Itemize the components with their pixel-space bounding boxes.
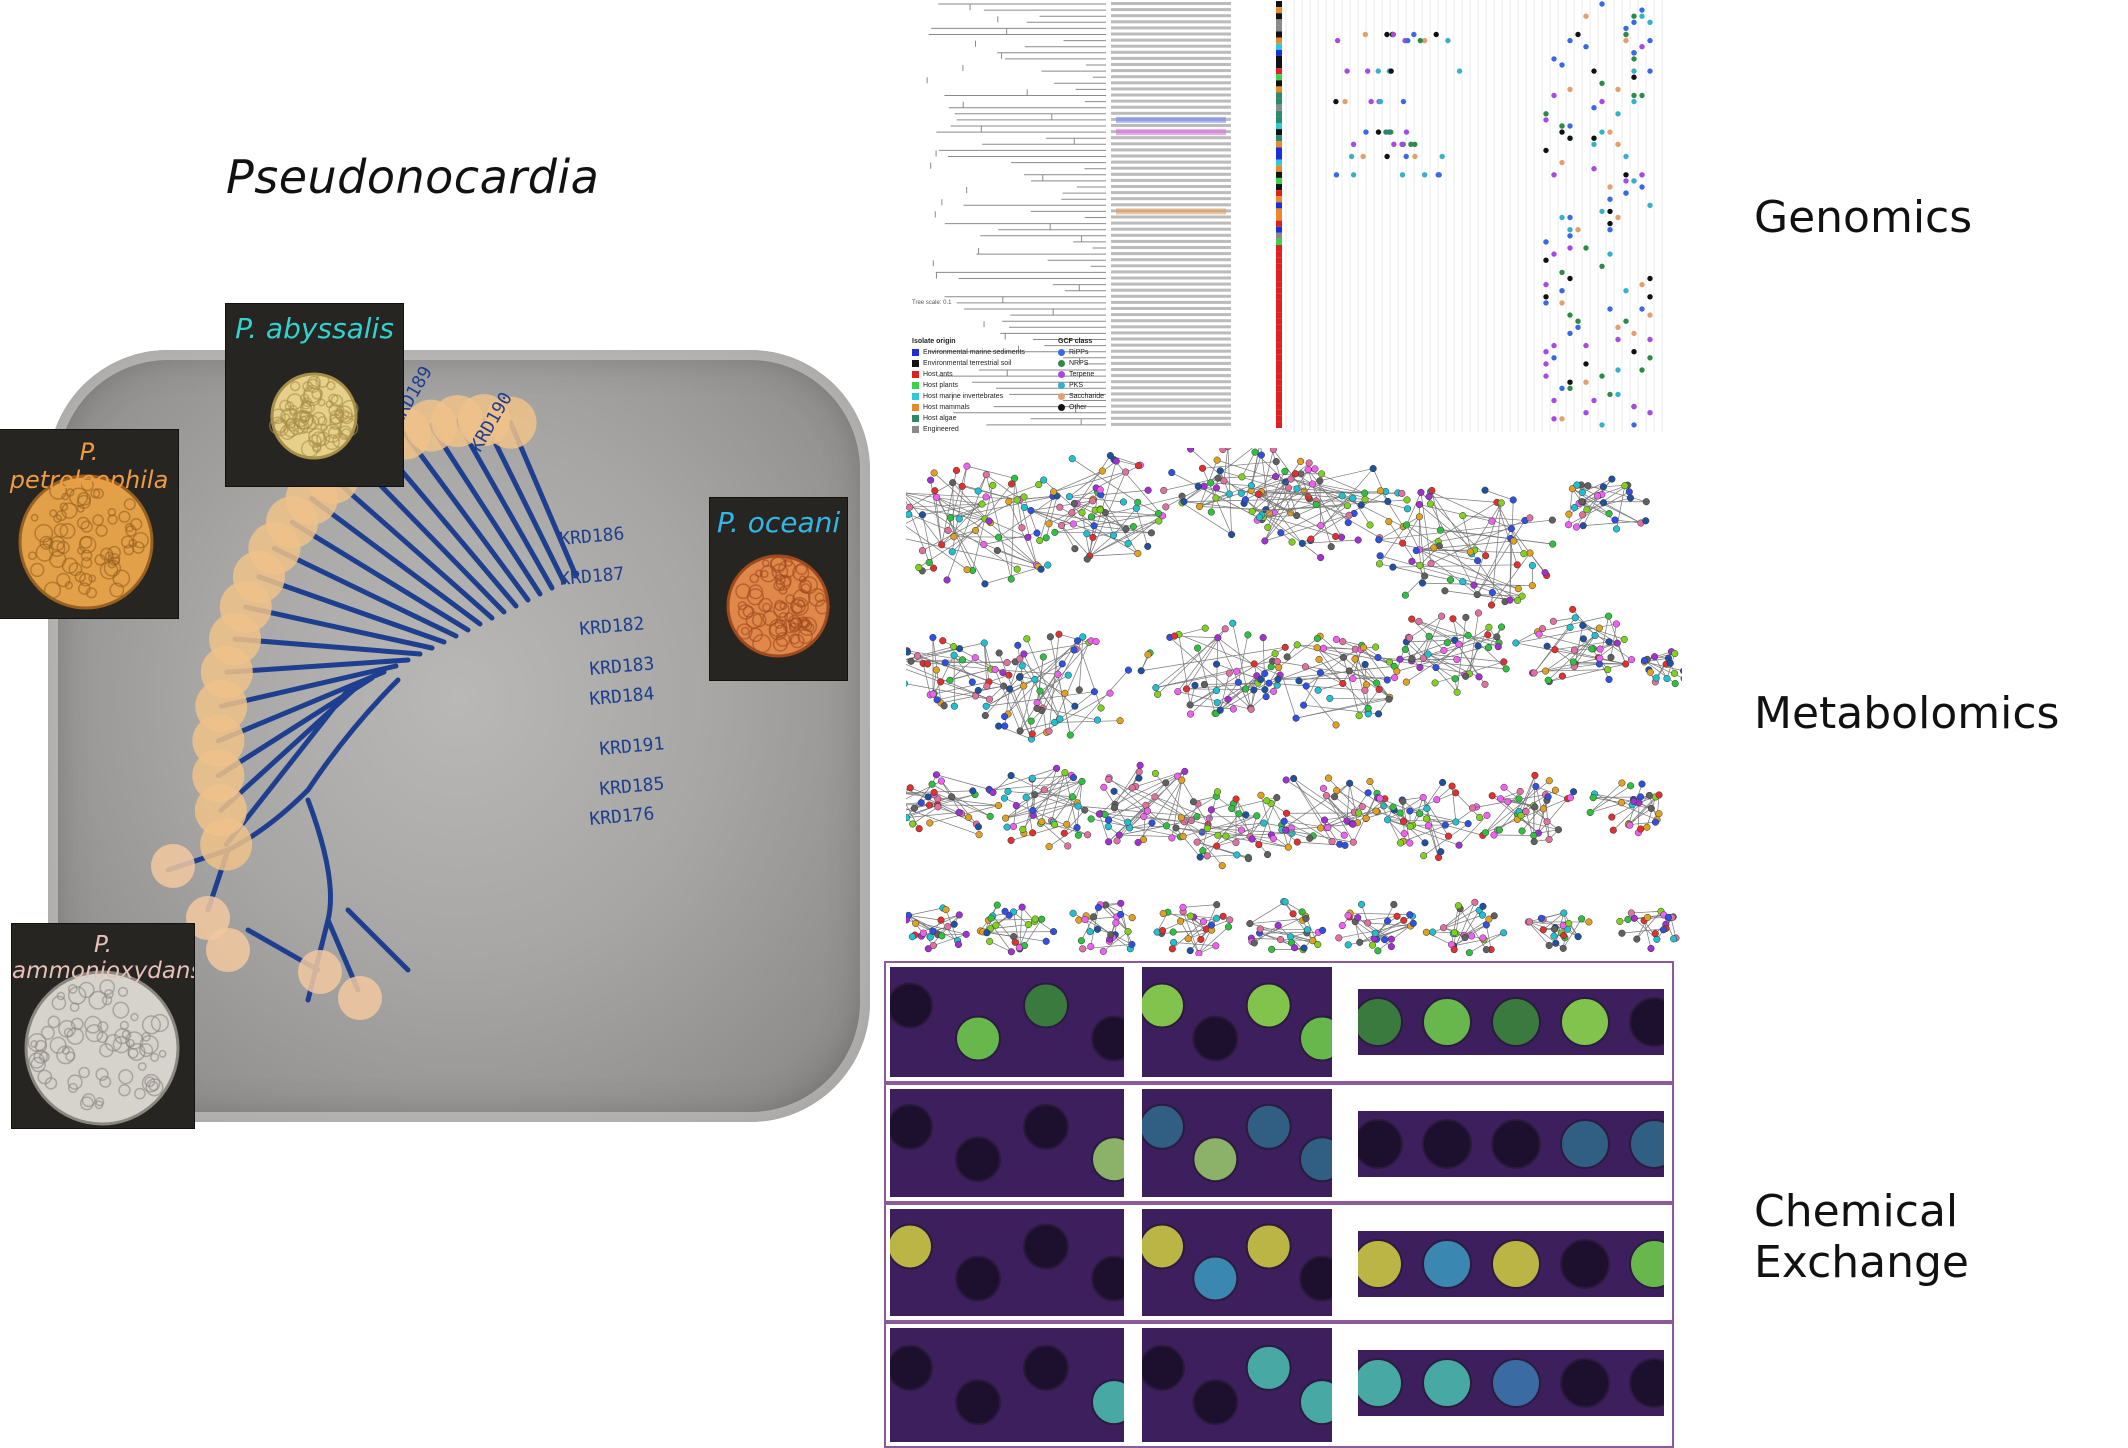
ion-image [890, 967, 1124, 1077]
chem-exchange-row [884, 1322, 1674, 1448]
plate-label: KRD182 [579, 613, 646, 640]
legend-swatch [912, 371, 919, 378]
species-label-ammonioxydans: P. ammonioxydans [12, 932, 194, 984]
legend-origin-item: Environmental terrestrial soil [912, 358, 1025, 369]
legend-origin-label: Engineered [923, 424, 959, 435]
legend-swatch [912, 360, 919, 367]
legend-dot [1058, 371, 1065, 378]
legend-origin-label: Host mammals [923, 402, 970, 413]
ion-image [890, 1209, 1124, 1316]
legend-origin-label: Host marine invertebrates [923, 391, 1003, 402]
chem-exchange-row [884, 1083, 1674, 1203]
chem-exchange-row [884, 961, 1674, 1083]
legend-gcf-label: Saccharide [1069, 391, 1104, 402]
chemical-exchange-label: Chemical Exchange [1754, 1186, 2128, 1288]
legend-dot [1058, 393, 1065, 400]
legend-origin-label: Host algae [923, 413, 956, 424]
legend-gcf-item: Saccharide [1058, 391, 1104, 402]
photo-p-abyssalis: P. abyssalis [226, 304, 403, 486]
ion-image [1358, 1111, 1664, 1177]
legend-gcf-label: Terpene [1069, 369, 1094, 380]
legend-gcf-label: PKS [1069, 380, 1083, 391]
figure-title: Pseudonocardia [226, 150, 599, 204]
ion-image [1142, 1089, 1332, 1197]
ion-image [1358, 1350, 1664, 1416]
ion-image [1358, 989, 1664, 1055]
photo-p-ammonioxydans: P. ammonioxydans [12, 924, 194, 1128]
legend-gcf-item: Other [1058, 402, 1104, 413]
legend-gcf-label: Other [1069, 402, 1087, 413]
legend-swatch [912, 382, 919, 389]
tree-scale: Tree scale: 0.1 [912, 300, 951, 306]
legend-dot [1058, 360, 1065, 367]
legend-gcf-label: RiPPs [1069, 347, 1088, 358]
species-label-petroleophila: P. petroleophila [0, 438, 178, 494]
plate-label: KRD185 [599, 773, 666, 800]
ion-image [1142, 1209, 1332, 1316]
legend-gcf-item: NRPS [1058, 358, 1104, 369]
legend-gcf-item: RiPPs [1058, 347, 1104, 358]
metabolomics-label: Metabolomics [1754, 688, 2059, 739]
ion-image [890, 1328, 1124, 1442]
legend-dot [1058, 382, 1065, 389]
legend-dot [1058, 404, 1065, 411]
legend-isolate-origin-title: Isolate origin [912, 336, 1025, 347]
legend-origin-label: Host ants [923, 369, 953, 380]
chem-exchange-row [884, 1203, 1674, 1322]
legend-swatch [912, 415, 919, 422]
plate-label: KRD187 [559, 563, 626, 590]
photo-p-petroleophila: P. petroleophila [0, 430, 178, 618]
legend-origin-item: Host ants [912, 369, 1025, 380]
legend-origin-item: Environmental marine sediments [912, 347, 1025, 358]
legend-gcf-item: PKS [1058, 380, 1104, 391]
ion-image [890, 1089, 1124, 1197]
legend-origin-item: Engineered [912, 424, 1025, 435]
legend-origin-item: Host plants [912, 380, 1025, 391]
species-label-abyssalis: P. abyssalis [226, 312, 403, 345]
plate-label: KRD176 [589, 803, 656, 830]
ion-image [1358, 1231, 1664, 1297]
legend-gcf-class-title: GCF class [1058, 336, 1104, 347]
ion-image [1142, 967, 1332, 1077]
legend-swatch [912, 393, 919, 400]
legend-dot [1058, 349, 1065, 356]
legend-swatch [912, 426, 919, 433]
legend-origin-item: Host marine invertebrates [912, 391, 1025, 402]
species-label-oceani: P. oceani [710, 506, 847, 539]
plate-label: KRD191 [599, 733, 666, 760]
legend-origin-item: Host algae [912, 413, 1025, 424]
photo-p-oceani: P. oceani [710, 498, 847, 680]
legend-origin-label: Host plants [923, 380, 958, 391]
legend-origin-item: Host mammals [912, 402, 1025, 413]
plate-label: KRD186 [559, 523, 626, 550]
ion-image [1142, 1328, 1332, 1442]
genomics-label: Genomics [1754, 192, 1972, 243]
legend-gcf-item: Terpene [1058, 369, 1104, 380]
legend-origin-label: Environmental marine sediments [923, 347, 1025, 358]
legend-swatch [912, 404, 919, 411]
metabolomics-networks [906, 448, 1682, 956]
legend-gcf-label: NRPS [1069, 358, 1088, 369]
plate-label: KRD184 [589, 683, 656, 710]
legend-origin-label: Environmental terrestrial soil [923, 358, 1011, 369]
plate-label: KRD183 [589, 653, 656, 680]
legend-swatch [912, 349, 919, 356]
